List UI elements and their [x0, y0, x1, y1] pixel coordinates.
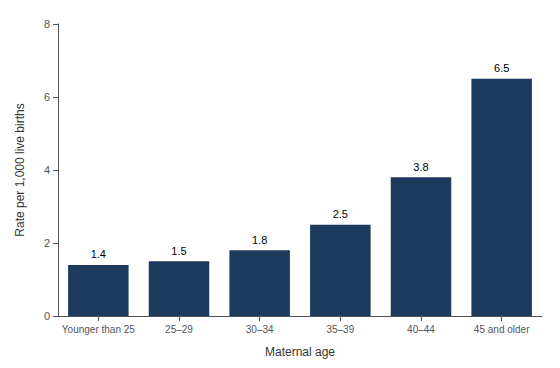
svg-text:35–39: 35–39	[326, 324, 354, 335]
svg-text:2: 2	[44, 237, 50, 249]
svg-text:1.5: 1.5	[171, 245, 186, 257]
svg-text:Younger than 25: Younger than 25	[62, 324, 135, 335]
svg-text:45 and older: 45 and older	[474, 324, 530, 335]
svg-text:0: 0	[44, 310, 50, 322]
svg-text:6.5: 6.5	[494, 62, 509, 74]
svg-text:6: 6	[44, 91, 50, 103]
svg-text:8: 8	[44, 18, 50, 30]
svg-text:1.8: 1.8	[252, 234, 267, 246]
svg-text:3.8: 3.8	[413, 161, 428, 173]
svg-text:Rate per 1,000 live births: Rate per 1,000 live births	[13, 103, 27, 236]
svg-text:1.4: 1.4	[91, 248, 106, 260]
svg-text:30–34: 30–34	[246, 324, 274, 335]
svg-text:25–29: 25–29	[165, 324, 193, 335]
svg-text:Maternal age: Maternal age	[265, 345, 335, 359]
svg-text:2.5: 2.5	[333, 208, 348, 220]
svg-text:4: 4	[44, 164, 50, 176]
svg-text:40–44: 40–44	[407, 324, 435, 335]
